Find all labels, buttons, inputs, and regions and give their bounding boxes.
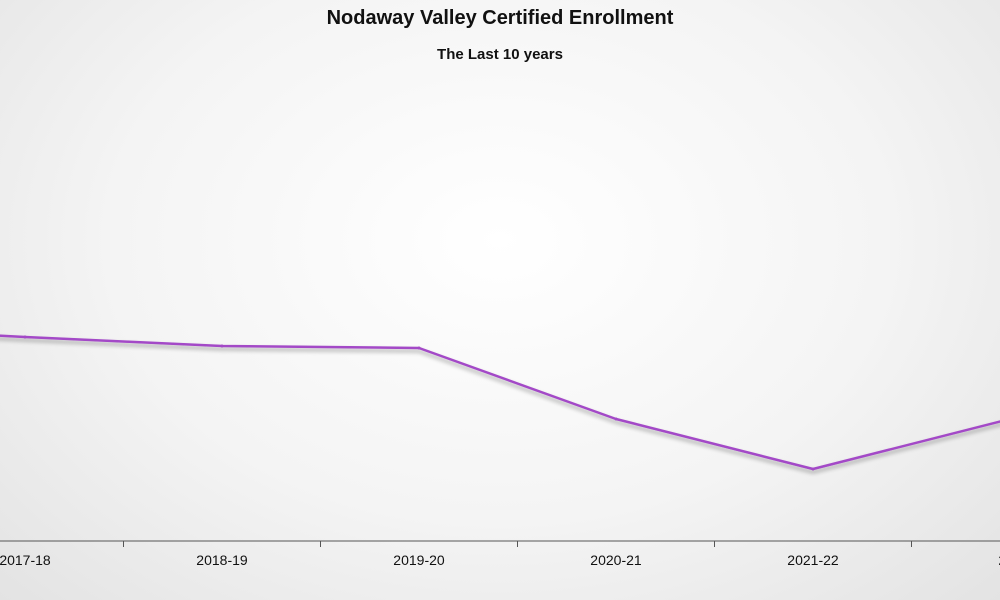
series-group [0, 334, 1000, 471]
data-point [23, 335, 27, 339]
data-point [417, 346, 421, 350]
x-tick-label: 2017-18 [0, 552, 51, 568]
x-tick-label: 2020-21 [590, 552, 642, 568]
data-point [220, 344, 224, 348]
x-tick-label: 2021-22 [787, 552, 839, 568]
data-point [811, 467, 815, 471]
x-tick-label: 202 [998, 552, 1000, 568]
x-axis-ticks [123, 541, 912, 547]
chart-title: Nodaway Valley Certified Enrollment [326, 7, 674, 29]
x-tick-label: 2018-19 [196, 552, 248, 568]
series-line [0, 334, 1000, 471]
data-point [614, 417, 618, 421]
x-tick-label: 2019-20 [393, 552, 445, 568]
x-axis-tick-labels: 2017-18 2018-19 2019-20 2020-21 2021-22 202 [0, 552, 1000, 568]
chart-subtitle: The Last 10 years [437, 46, 563, 63]
